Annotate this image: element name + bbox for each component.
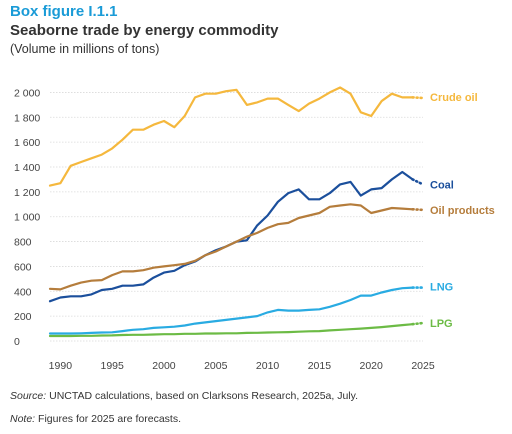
series-lines (48, 86, 425, 338)
y-tick-label: 1 600 (14, 137, 40, 149)
series-label-lng: LNG (430, 282, 453, 294)
x-tick-label: 1990 (49, 360, 73, 372)
y-axis-tick-labels: 0 200 400 600 800 1 000 1 200 1 400 1 600 1 800 2 … (14, 87, 40, 348)
source-note: Source: UNCTAD calculations, based on Cl… (10, 390, 358, 402)
line-chart: 0 200 400 600 800 1 000 1 200 1 400 1 600 1 800 2 … (14, 86, 495, 372)
x-tick-label: 1995 (100, 360, 124, 372)
note-lead: Note: (10, 413, 36, 425)
chart-subtitle: (Volume in millions of tons) (10, 42, 160, 56)
box-figure-label: Box figure I.1.1 (10, 3, 118, 20)
series-label-lpg: LPG (430, 318, 453, 330)
series-line-coal (48, 170, 414, 303)
y-tick-label: 200 (14, 311, 32, 323)
forecast-line-crude-oil (411, 96, 425, 100)
y-tick-label: 2 000 (14, 87, 40, 99)
forecast-line-lpg (411, 321, 425, 326)
y-tick-label: 0 (14, 336, 20, 348)
series-label-crude-oil: Crude oil (430, 92, 478, 104)
x-tick-label: 2005 (204, 360, 228, 372)
series-labels: Crude oil Coal Oil products LNG LPG (430, 92, 495, 330)
y-tick-label: 1 200 (14, 187, 40, 199)
series-label-oil-products: Oil products (430, 205, 495, 217)
series-line-crude-oil (48, 86, 414, 187)
y-tick-label: 600 (14, 261, 32, 273)
forecast-line-oil-products (411, 208, 425, 212)
forecast-note: Note: Figures for 2025 are forecasts. (10, 413, 181, 425)
note-text: Figures for 2025 are forecasts. (35, 413, 182, 425)
y-tick-label: 1 800 (14, 112, 40, 124)
x-tick-label: 2020 (360, 360, 384, 372)
x-tick-label: 2000 (152, 360, 176, 372)
series-label-coal: Coal (430, 179, 454, 191)
y-tick-label: 400 (14, 286, 32, 298)
chart-title: Seaborne trade by energy commodity (10, 22, 279, 39)
forecast-line-coal (411, 178, 425, 186)
y-tick-label: 1 000 (14, 212, 40, 224)
source-lead: Source: (10, 390, 47, 402)
y-tick-label: 800 (14, 237, 32, 249)
x-tick-label: 2015 (308, 360, 332, 372)
gridlines (50, 92, 423, 342)
y-tick-label: 1 400 (14, 162, 40, 174)
x-axis-tick-labels: 1990 1995 2000 2005 2010 2015 2020 2025 (49, 360, 435, 372)
x-tick-label: 2025 (411, 360, 435, 372)
source-text: UNCTAD calculations, based on Clarksons … (46, 390, 359, 402)
series-line-lng (48, 286, 414, 335)
series-line-lpg (48, 323, 414, 338)
x-tick-label: 2010 (256, 360, 280, 372)
series-line-oil-products (48, 203, 414, 291)
